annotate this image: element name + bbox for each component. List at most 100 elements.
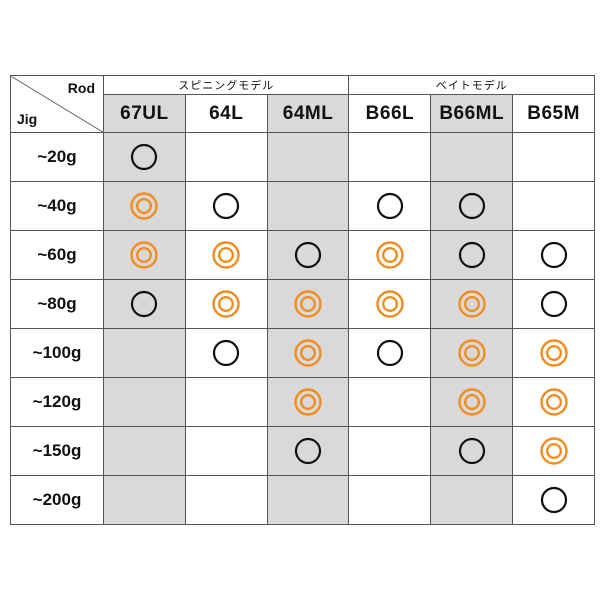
table-cell: [184, 377, 268, 427]
double-circle-mark: [539, 387, 569, 417]
table-cell: [103, 426, 186, 476]
double-circle-inner: [463, 393, 480, 411]
double-circle-outer: [539, 388, 568, 416]
table-cell: [266, 426, 350, 476]
double-circle-mark: [375, 240, 405, 270]
model-header-64l: 64L: [184, 94, 268, 133]
single-circle-outer: [540, 290, 567, 318]
double-circle-inner: [300, 344, 317, 362]
table-cell: [512, 230, 595, 280]
single-circle-mark: [457, 240, 487, 270]
double-circle-inner: [463, 295, 480, 313]
single-circle-mark: [457, 191, 487, 221]
table-cell: [430, 230, 514, 280]
double-circle-inner: [381, 295, 398, 313]
table-row: ~60g: [10, 230, 595, 280]
double-circle-mark: [457, 289, 487, 319]
table-cell: [103, 181, 186, 231]
double-circle-outer: [539, 339, 568, 367]
table-cell: [348, 328, 432, 378]
rod-jig-compatibility-chart: Rod Jig スピニングモデル ベイトモデル 67UL 64L 64ML B6…: [10, 74, 595, 530]
table-cell: [348, 132, 432, 182]
table-cell: [430, 132, 514, 182]
double-circle-mark: [539, 436, 569, 466]
single-circle-mark: [129, 289, 159, 319]
single-circle-outer: [213, 192, 240, 220]
double-circle-outer: [212, 290, 240, 318]
double-circle-outer: [130, 241, 159, 269]
table-cell: [512, 475, 595, 525]
single-circle-outer: [376, 192, 403, 220]
single-circle-outer: [458, 241, 485, 269]
jig-weight-label: ~100g: [10, 328, 104, 378]
table-cell: [266, 230, 350, 280]
jig-weight-label: ~200g: [10, 475, 104, 525]
double-circle-outer: [539, 437, 568, 465]
table-row: ~40g: [10, 181, 595, 231]
jig-weight-label: ~20g: [10, 132, 104, 182]
single-circle-outer: [213, 339, 240, 367]
double-circle-mark: [129, 240, 159, 270]
spinning-model-group-header: スピニングモデル: [102, 74, 350, 96]
table-row: ~100g: [10, 328, 595, 378]
single-circle-outer: [540, 486, 567, 514]
single-circle-mark: [211, 191, 241, 221]
single-circle-outer: [131, 290, 158, 318]
double-circle-outer: [130, 192, 159, 220]
table-cell: [184, 475, 268, 525]
double-circle-mark: [293, 289, 323, 319]
double-circle-inner: [545, 344, 562, 362]
table-cell: [512, 181, 595, 231]
double-circle-inner: [545, 442, 562, 460]
double-circle-outer: [376, 241, 404, 269]
table-cell: [266, 328, 350, 378]
table-cell: [430, 181, 514, 231]
single-circle-mark: [293, 240, 323, 270]
table-cell: [103, 328, 186, 378]
model-header-b66l: B66L: [348, 94, 432, 133]
table-cell: [103, 132, 186, 182]
double-circle-outer: [458, 388, 486, 416]
double-circle-mark: [375, 289, 405, 319]
table-cell: [512, 377, 595, 427]
table-cell: [103, 230, 186, 280]
double-circle-mark: [457, 387, 487, 417]
single-circle-mark: [129, 142, 159, 172]
double-circle-mark: [293, 338, 323, 368]
table-cell: [348, 377, 432, 427]
model-header-b66ml: B66ML: [430, 94, 514, 133]
double-circle-inner: [381, 246, 398, 264]
double-circle-inner: [300, 295, 317, 313]
single-circle-outer: [458, 192, 485, 220]
double-circle-outer: [458, 339, 486, 367]
single-circle-mark: [293, 436, 323, 466]
table-cell: [103, 377, 186, 427]
table-cell: [348, 181, 432, 231]
table-cell: [184, 132, 268, 182]
jig-weight-label: ~40g: [10, 181, 104, 231]
corner-header: Rod Jig: [10, 75, 104, 133]
table-cell: [103, 279, 186, 329]
table-cell: [348, 279, 432, 329]
table-cell: [430, 279, 514, 329]
jig-weight-label: ~150g: [10, 426, 104, 476]
double-circle-outer: [212, 241, 240, 269]
jig-weight-label: ~60g: [10, 230, 104, 280]
table-cell: [512, 426, 595, 476]
table-cell: [512, 328, 595, 378]
table-cell: [266, 377, 350, 427]
single-circle-outer: [294, 241, 322, 269]
single-circle-mark: [375, 338, 405, 368]
single-circle-outer: [376, 339, 403, 367]
double-circle-inner: [218, 295, 235, 313]
table-cell: [184, 426, 268, 476]
model-header-67ul: 67UL: [103, 94, 186, 133]
single-circle-mark: [457, 436, 487, 466]
double-circle-inner: [300, 393, 317, 411]
single-circle-mark: [539, 485, 569, 515]
single-circle-mark: [211, 338, 241, 368]
table-row: ~200g: [10, 475, 595, 525]
table-cell: [430, 475, 514, 525]
double-circle-mark: [211, 240, 241, 270]
table-cell: [348, 426, 432, 476]
